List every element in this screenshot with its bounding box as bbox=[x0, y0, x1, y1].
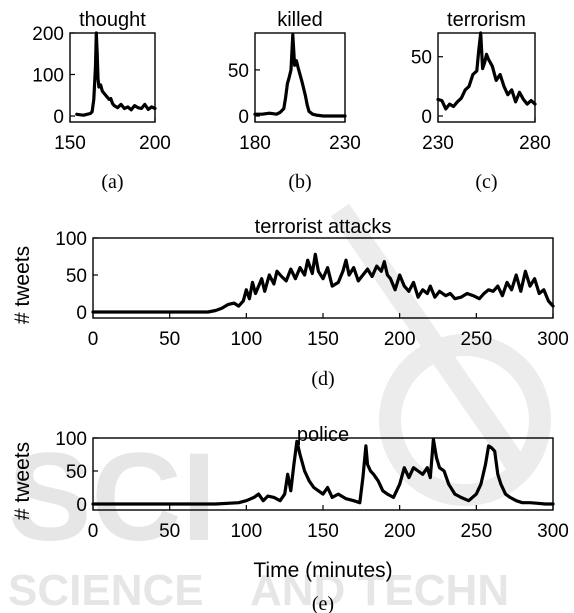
chart-panel: 0 50 100 150 200 250 300 0 50 100 terrorist attack… bbox=[11, 216, 569, 390]
x-tick-label: 50 bbox=[159, 329, 180, 350]
x-tick-label: 100 bbox=[230, 329, 262, 350]
x-tick-label: 200 bbox=[384, 329, 416, 350]
x-tick-label: 200 bbox=[139, 133, 171, 154]
x-tick-label: 0 bbox=[88, 521, 99, 542]
y-tick-label: 0 bbox=[238, 107, 249, 128]
y-tick-label: 0 bbox=[76, 303, 87, 324]
chart-caption: (c) bbox=[475, 171, 497, 193]
axes-frame bbox=[438, 33, 535, 122]
x-tick-label: 230 bbox=[422, 133, 454, 154]
y-tick-label: 50 bbox=[66, 462, 87, 483]
x-tick-label: 150 bbox=[307, 329, 339, 350]
x-tick-label: 300 bbox=[537, 329, 569, 350]
x-tick-label: 250 bbox=[460, 521, 492, 542]
x-tick-label: 180 bbox=[239, 133, 271, 154]
chart-title: terrorism bbox=[447, 9, 526, 31]
series-line bbox=[438, 33, 535, 109]
y-tick-label: 0 bbox=[76, 495, 87, 516]
chart-panel: 150 200 0 100 200 thought (a) bbox=[32, 9, 171, 193]
x-tick-label: 280 bbox=[519, 133, 551, 154]
x-tick-label: 100 bbox=[230, 521, 262, 542]
chart-title: thought bbox=[79, 9, 146, 31]
chart-caption: (e) bbox=[312, 593, 334, 613]
x-tick-label: 250 bbox=[460, 329, 492, 350]
series-line bbox=[93, 254, 553, 312]
x-tick-label: 200 bbox=[384, 521, 416, 542]
chart-panel: 180 230 0 50 killed (b) bbox=[228, 9, 361, 193]
series-line bbox=[93, 439, 553, 504]
series-line bbox=[77, 33, 155, 115]
chart-panel: 230 280 0 50 terrorism (c) bbox=[411, 9, 551, 193]
chart-title: killed bbox=[277, 9, 323, 31]
chart-title: terrorist attacks bbox=[255, 216, 392, 238]
y-axis-label: # tweets bbox=[11, 442, 34, 520]
chart-caption: (d) bbox=[311, 368, 334, 390]
x-tick-label: 0 bbox=[88, 329, 99, 350]
y-tick-label: 50 bbox=[66, 266, 87, 287]
x-tick-label: 230 bbox=[329, 133, 361, 154]
x-tick-label: 300 bbox=[537, 521, 569, 542]
y-tick-label: 0 bbox=[53, 107, 64, 128]
y-tick-label: 50 bbox=[411, 48, 432, 69]
x-tick-label: 50 bbox=[159, 521, 180, 542]
x-tick-label: 150 bbox=[307, 521, 339, 542]
y-tick-label: 100 bbox=[55, 429, 87, 450]
chart-caption: (b) bbox=[288, 171, 311, 193]
y-tick-label: 0 bbox=[421, 107, 432, 128]
y-tick-label: 50 bbox=[228, 61, 249, 82]
y-tick-label: 100 bbox=[55, 229, 87, 250]
y-axis-label: # tweets bbox=[11, 246, 34, 324]
series-line bbox=[255, 35, 345, 116]
x-axis-label: Time (minutes) bbox=[253, 559, 392, 582]
chart-title: police bbox=[297, 424, 349, 446]
x-tick-label: 150 bbox=[54, 133, 86, 154]
y-tick-label: 100 bbox=[32, 66, 64, 87]
chart-panel: 0 50 100 150 200 250 300 0 50 100 police (e) # tweet… bbox=[11, 424, 569, 613]
chart-caption: (a) bbox=[101, 171, 123, 193]
y-tick-label: 200 bbox=[32, 24, 64, 45]
